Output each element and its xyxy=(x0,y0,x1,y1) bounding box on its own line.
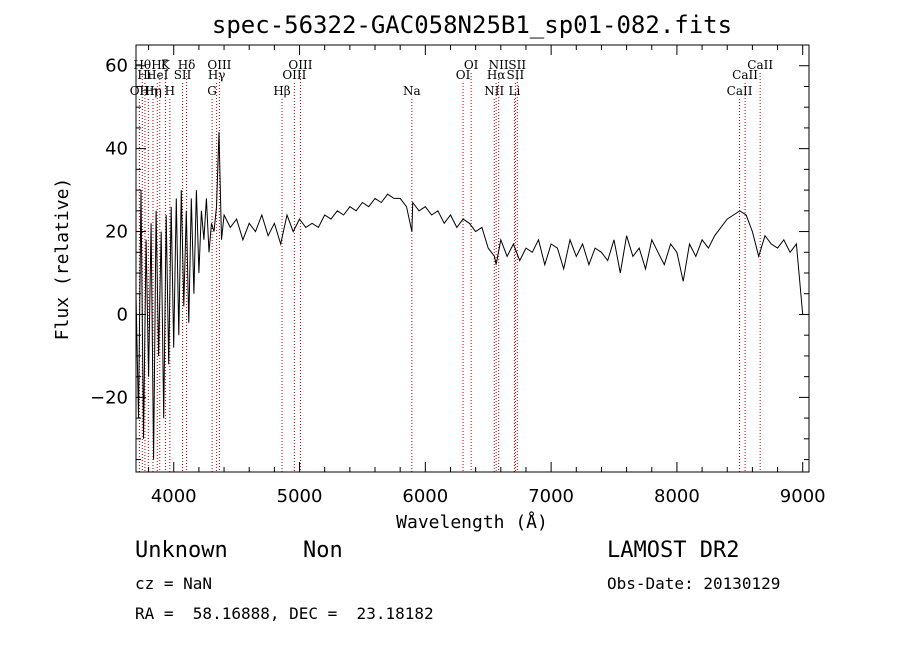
line-marker-label-15: OIII xyxy=(282,68,306,82)
plot-frame xyxy=(135,44,810,473)
line-marker-label-6: Hζ xyxy=(151,58,168,72)
line-marker-label-28: CaII xyxy=(747,58,773,72)
chart-title: spec-56322-GAC058N25B1_sp01-082.fits xyxy=(212,11,732,39)
y-axis-label: Flux (relative) xyxy=(52,178,73,341)
survey-name: LAMOST DR2 xyxy=(607,538,740,563)
line-marker-label-20: NII xyxy=(484,84,504,98)
object-class: Unknown xyxy=(135,538,228,563)
line-marker-label-0: OII xyxy=(130,84,150,98)
line-marker-label-14: Hβ xyxy=(273,84,290,98)
line-marker-label-25: SII xyxy=(508,58,526,72)
line-marker-label-21: Hα xyxy=(487,68,506,82)
line-marker-label-11: G xyxy=(207,84,217,98)
line-marker-label-13: OIII xyxy=(207,58,231,72)
redshift-value: cz = NaN xyxy=(135,574,213,593)
line-marker-label-9: SII xyxy=(174,68,192,82)
x-tick-label-1: 5000 xyxy=(277,486,323,507)
y-tick-label-0: −20 xyxy=(90,387,128,408)
object-subclass: Non xyxy=(303,538,343,563)
x-tick-label-0: 4000 xyxy=(151,486,197,507)
line-marker-label-2: Hι xyxy=(137,68,152,82)
line-marker-label-3: Hη xyxy=(139,84,157,98)
y-tick-label-2: 20 xyxy=(105,222,128,243)
line-marker-label-5: HeI xyxy=(146,68,169,82)
line-marker-label-7: K xyxy=(161,58,171,72)
line-marker-label-8: H xyxy=(165,84,175,98)
line-marker-label-16: OIII xyxy=(288,58,312,72)
line-marker-label-10: Hδ xyxy=(178,58,196,72)
line-marker-label-12: Hγ xyxy=(208,68,226,82)
line-marker-label-23: Li xyxy=(508,84,520,98)
y-tick-label-3: 40 xyxy=(105,139,128,160)
x-tick-label-2: 6000 xyxy=(402,486,448,507)
x-tick-label-4: 8000 xyxy=(654,486,700,507)
x-tick-label-3: 7000 xyxy=(528,486,574,507)
line-marker-label-26: CaII xyxy=(727,84,753,98)
line-marker-label-19: OI xyxy=(464,58,479,72)
spectrum-line xyxy=(135,132,804,460)
x-axis-label: Wavelength (Å) xyxy=(396,511,548,533)
coordinates: RA = 58.16888, DEC = 23.18182 xyxy=(135,604,434,623)
axis-ticks: 4000 5000 6000 7000 8000 9000 −20 0 20 40 60 xyxy=(90,44,826,507)
spectral-line-markers: OIIHθHιHηHηHeIHζKHSIIHδGHγOIIIHβOIIIOIII… xyxy=(130,58,773,472)
line-marker-label-1: Hθ xyxy=(133,58,151,72)
line-marker-label-18: OI xyxy=(456,68,471,82)
line-marker-label-22: NII xyxy=(489,58,509,72)
observation-date: Obs-Date: 20130129 xyxy=(607,574,781,593)
y-tick-label-1: 0 xyxy=(117,304,128,325)
line-marker-label-17: Na xyxy=(403,84,421,98)
y-tick-label-4: 60 xyxy=(105,56,128,77)
line-marker-label-24: SII xyxy=(507,68,525,82)
line-marker-label-27: CaII xyxy=(732,68,758,82)
line-marker-label-4: Hη xyxy=(144,84,162,98)
x-tick-label-5: 9000 xyxy=(780,486,826,507)
